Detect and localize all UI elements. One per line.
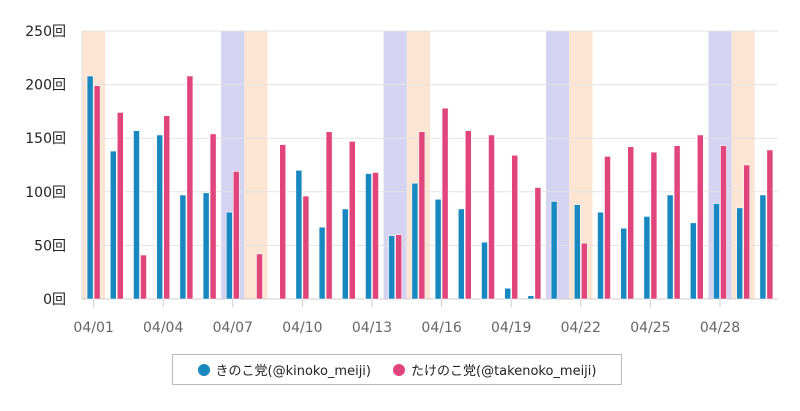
bar-kinoko <box>156 134 163 300</box>
bar-kinoko <box>133 130 140 300</box>
bar-takenoko <box>163 115 170 300</box>
sunday-band <box>82 31 106 299</box>
bar-takenoko <box>186 75 194 300</box>
x-tick-label: 04/16 <box>421 320 461 336</box>
bar-kinoko <box>226 211 233 300</box>
bar-chart: 0回 50回 100回 150回 200回 250回 04/01 04/04 04/07 04/1… <box>25 24 778 336</box>
bar-kinoko <box>458 208 465 300</box>
bar-takenoko <box>465 130 472 300</box>
bar-takenoko <box>302 195 310 300</box>
bar-takenoko <box>233 171 240 300</box>
legend: きのこ党(@kinoko_meiji) たけのこ党(@takenoko_meij… <box>172 354 622 385</box>
sunday-band <box>406 31 430 299</box>
y-tick-label: 100回 <box>25 185 66 201</box>
bar-kinoko <box>527 295 535 300</box>
saturday-band <box>383 31 407 299</box>
bar-takenoko <box>256 253 263 300</box>
saturday-band <box>221 31 245 299</box>
bar-kinoko <box>434 199 442 300</box>
y-tick-label: 250回 <box>25 24 66 40</box>
bar-kinoko <box>504 288 511 300</box>
x-tick-label: 04/25 <box>630 320 670 336</box>
bar-kinoko <box>318 226 326 300</box>
bar-kinoko <box>759 194 767 300</box>
x-tick-label: 04/04 <box>143 320 183 336</box>
bar-takenoko <box>581 243 588 300</box>
bar-takenoko <box>766 149 774 300</box>
x-tick-label: 04/22 <box>561 320 601 336</box>
legend-label-kinoko: きのこ党(@kinoko_meiji) <box>215 364 372 379</box>
bar-takenoko <box>627 146 634 300</box>
sunday-band <box>731 31 755 299</box>
bar-kinoko <box>736 207 743 300</box>
bar-kinoko <box>295 170 303 300</box>
bar-kinoko <box>110 150 117 300</box>
bar-takenoko <box>673 145 681 300</box>
bar-kinoko <box>690 222 697 300</box>
x-tick-label: 04/10 <box>282 320 322 336</box>
bar-kinoko <box>574 204 581 300</box>
bar-kinoko <box>411 182 419 300</box>
bar-takenoko <box>349 141 356 300</box>
y-tick-label: 50回 <box>34 238 66 254</box>
y-tick-label: 0回 <box>43 292 66 308</box>
sunday-band <box>244 31 268 299</box>
bar-takenoko <box>93 85 101 300</box>
bar-takenoko <box>488 134 495 300</box>
bar-kinoko <box>643 216 651 300</box>
legend-item-kinoko[interactable]: きのこ党(@kinoko_meiji) <box>197 360 372 379</box>
x-tick-label: 04/28 <box>700 320 740 336</box>
y-tick-label: 200回 <box>25 78 66 94</box>
sunday-band <box>569 31 593 299</box>
y-tick-label: 150回 <box>25 131 66 147</box>
bar-takenoko <box>534 187 542 300</box>
bar-kinoko <box>202 192 210 300</box>
legend-item-takenoko[interactable]: たけのこ党(@takenoko_meiji) <box>393 360 596 379</box>
bar-takenoko <box>395 234 402 300</box>
bar-kinoko <box>620 227 627 300</box>
legend-marker-kinoko <box>197 363 210 376</box>
legend-marker-takenoko <box>393 363 405 376</box>
bar-takenoko <box>117 112 124 300</box>
bar-kinoko <box>550 201 558 300</box>
bar-takenoko <box>650 151 658 300</box>
bar-takenoko <box>743 164 750 300</box>
legend-label-takenoko: たけのこ党(@takenoko_meiji) <box>411 364 597 379</box>
bar-takenoko <box>720 145 727 300</box>
bar-takenoko <box>441 107 449 300</box>
bar-takenoko <box>279 144 286 300</box>
bar-kinoko <box>713 203 720 300</box>
bar-takenoko <box>325 131 333 300</box>
x-tick-label: 04/01 <box>73 320 113 336</box>
bar-takenoko <box>697 134 704 300</box>
bar-takenoko <box>511 155 518 300</box>
bar-kinoko <box>86 75 94 300</box>
bar-kinoko <box>481 241 488 300</box>
bar-kinoko <box>342 208 349 300</box>
x-tick-label: 04/13 <box>352 320 392 336</box>
saturday-band <box>546 31 570 299</box>
x-tick-label: 04/19 <box>491 320 531 336</box>
bar-kinoko <box>365 173 372 300</box>
bar-kinoko <box>666 194 674 300</box>
saturday-band <box>708 31 732 299</box>
bar-kinoko <box>179 194 187 300</box>
bar-takenoko <box>209 133 217 300</box>
bar-takenoko <box>140 254 147 300</box>
bar-takenoko <box>418 131 426 300</box>
x-tick-label: 04/07 <box>213 320 253 336</box>
bar-kinoko <box>597 211 604 300</box>
bar-takenoko <box>604 156 611 300</box>
bar-takenoko <box>372 172 379 300</box>
bar-kinoko <box>388 235 395 300</box>
